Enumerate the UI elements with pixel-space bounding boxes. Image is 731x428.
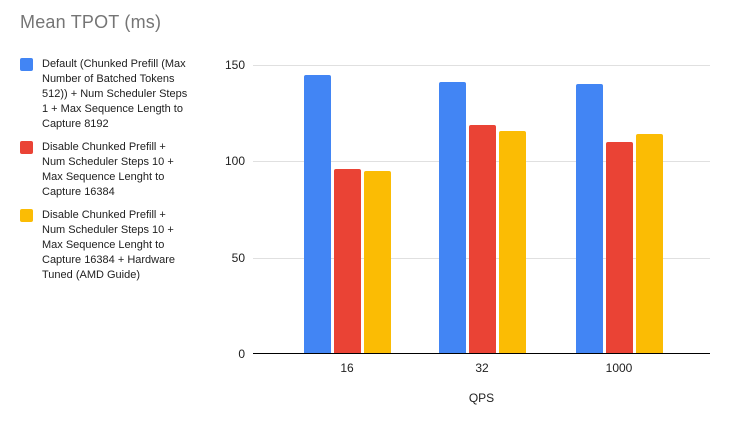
bar-series-1-qps-1000 — [575, 84, 603, 354]
bar-series-2-qps-32 — [468, 124, 496, 354]
legend-label: Disable Chunked Prefill + Num Scheduler … — [42, 209, 175, 281]
bar-series-1-qps-32 — [438, 82, 466, 354]
x-tick-label-32: 32 — [475, 361, 489, 375]
x-axis-line — [253, 353, 710, 354]
y-tick-label-150: 150 — [224, 58, 245, 72]
x-axis-title: QPS — [468, 391, 495, 405]
y-tick-label-50: 50 — [231, 250, 245, 265]
legend-label: Default (Chunked Prefill (Max Number of … — [42, 58, 188, 130]
legend-item-default-config: Default (Chunked Prefill (Max Number of … — [20, 57, 220, 132]
legend-label: Disable Chunked Prefill + Num Scheduler … — [42, 141, 174, 198]
chart-title: Mean TPOT (ms) — [20, 12, 162, 32]
bar-series-2-qps-1000 — [605, 142, 633, 354]
legend: Default (Chunked Prefill (Max Number of … — [20, 57, 220, 291]
legend-swatch-yellow — [20, 209, 33, 222]
bar-series-3-qps-1000 — [635, 134, 663, 354]
legend-swatch-blue — [20, 58, 33, 71]
gridline-y-150 — [253, 65, 710, 66]
legend-swatch-red — [20, 141, 33, 154]
bar-series-3-qps-16 — [363, 171, 391, 354]
bar-group-qps-16 — [303, 65, 391, 354]
bar-group-qps-1000 — [575, 65, 663, 354]
legend-item-disable-chunked-prefill: Disable Chunked Prefill + Num Scheduler … — [20, 140, 220, 200]
y-tick-label-0: 0 — [238, 347, 245, 361]
y-tick-label-100: 100 — [224, 154, 245, 169]
bar-group-qps-32 — [438, 65, 526, 354]
bar-series-2-qps-16 — [333, 169, 361, 354]
plot-area: 0 50 100 150 16 32 1000 QPS — [225, 58, 710, 405]
legend-item-hardware-tuned: Disable Chunked Prefill + Num Scheduler … — [20, 208, 220, 283]
bar-series-3-qps-32 — [498, 130, 526, 354]
x-tick-label-1000: 1000 — [605, 361, 633, 375]
bar-series-1-qps-16 — [303, 74, 331, 354]
x-tick-label-16: 16 — [340, 361, 354, 375]
